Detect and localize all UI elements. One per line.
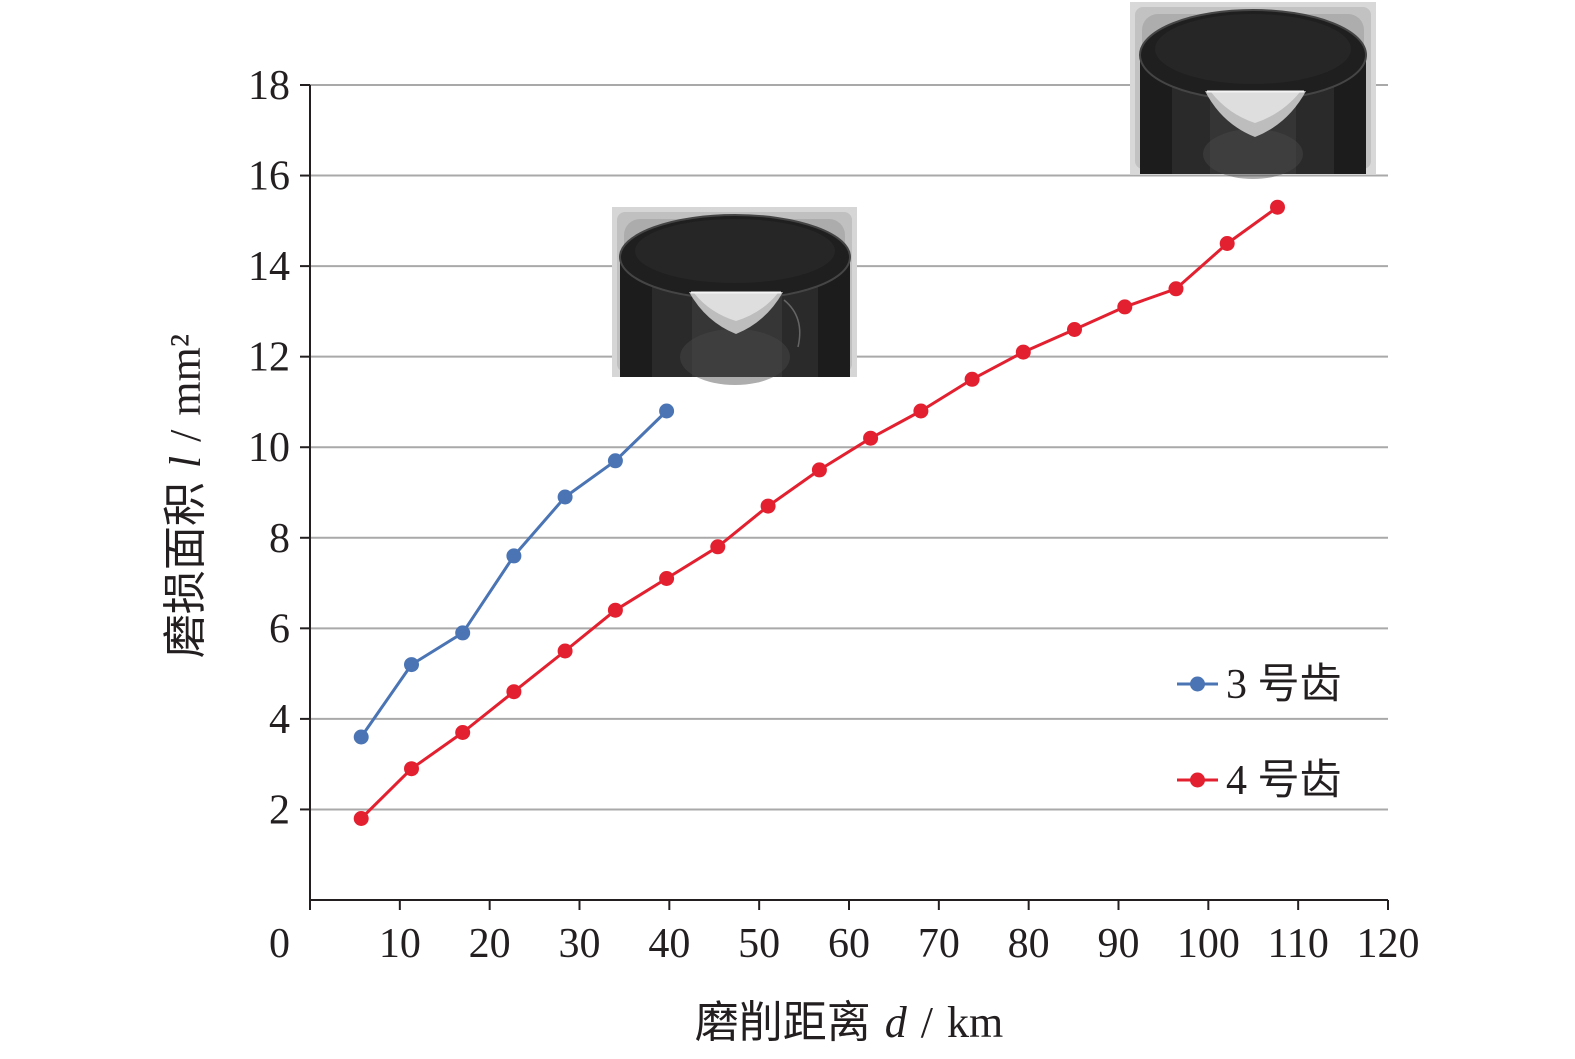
series-2-point <box>455 725 471 740</box>
series-2-point <box>1067 322 1082 337</box>
x-tick-label: 90 <box>1098 921 1140 967</box>
inset-photos <box>612 2 1376 385</box>
x-axis-label: 磨削距离 d / km <box>695 998 1003 1047</box>
series-1-point <box>455 625 471 641</box>
series-2-point <box>557 643 573 659</box>
series-2-point <box>811 462 827 478</box>
legend-item: 3 号齿 <box>1177 662 1342 708</box>
worn-cutter-photo-1 <box>612 207 857 385</box>
x-tick-label: 110 <box>1267 921 1328 967</box>
y-tick-label: 16 <box>248 154 290 200</box>
series-1-point <box>659 403 675 419</box>
y-tick-label: 14 <box>248 244 290 290</box>
x-tick-label: 30 <box>559 921 601 967</box>
series-2-point <box>404 761 419 777</box>
series-1-point <box>506 548 522 564</box>
legend-marker <box>1190 676 1205 692</box>
legend-marker <box>1190 772 1205 788</box>
series-2-point <box>506 684 522 700</box>
cutter-body-highlight <box>1203 129 1303 179</box>
x-tick-label: 100 <box>1177 921 1240 967</box>
y-tick-label: 2 <box>269 787 290 833</box>
worn-cutter-photo-2 <box>1130 2 1376 179</box>
series-1-point <box>353 729 369 745</box>
legend-item: 4 号齿 <box>1177 758 1342 804</box>
series-2-point <box>1015 344 1031 360</box>
y-tick-label: 10 <box>248 425 290 471</box>
x-tick-label: 50 <box>738 921 780 967</box>
axes: 0 10 20 30 40 50 60 70 80 90 100 110 120 2 4 6 8 10 12 14 16… <box>248 63 1420 967</box>
series-2-point <box>353 811 369 826</box>
x-tick-label: 80 <box>1008 921 1050 967</box>
legend-label: 3 号齿 <box>1226 662 1342 708</box>
legend: 3 号齿 4 号齿 <box>1177 662 1342 804</box>
x-tick-label: 0 <box>269 921 290 967</box>
x-tick-label: 70 <box>918 921 960 967</box>
series-2-point <box>964 371 980 387</box>
wear-scar-bright <box>694 293 778 321</box>
series-2-point <box>659 571 675 586</box>
series-1-point <box>404 657 419 673</box>
y-tick-label: 18 <box>248 63 290 109</box>
series-2-point <box>913 403 929 419</box>
series-2-point <box>1270 199 1285 215</box>
series-2-point <box>1219 236 1235 251</box>
plot-series <box>353 199 1285 826</box>
x-tick-label: 10 <box>379 921 421 967</box>
series-2-point <box>1168 281 1184 297</box>
y-tick-label: 4 <box>269 697 290 743</box>
series-2-point <box>863 430 879 446</box>
legend-label: 4 号齿 <box>1226 758 1342 804</box>
x-tick-label: 20 <box>469 921 511 967</box>
x-tick-label: 60 <box>828 921 870 967</box>
series-2-point <box>1117 299 1133 315</box>
cutter-body-highlight <box>680 329 790 385</box>
wear-scar-bright <box>1211 92 1300 123</box>
cutter-top-sheen <box>1155 14 1351 84</box>
x-tick-label: 120 <box>1357 921 1420 967</box>
series-2-point <box>760 498 776 514</box>
series-1-point <box>607 453 623 469</box>
series-1-point <box>557 489 573 505</box>
cutter-top-sheen <box>635 219 835 283</box>
y-tick-label: 12 <box>248 335 290 381</box>
series-2-point <box>710 539 726 555</box>
y-tick-label: 6 <box>269 606 290 652</box>
series-2-point <box>607 602 623 618</box>
y-axis-label: 磨损面积 l / mm² <box>161 334 210 658</box>
y-tick-label: 8 <box>269 516 290 562</box>
crack-line <box>783 299 801 348</box>
x-tick-label: 40 <box>648 921 690 967</box>
